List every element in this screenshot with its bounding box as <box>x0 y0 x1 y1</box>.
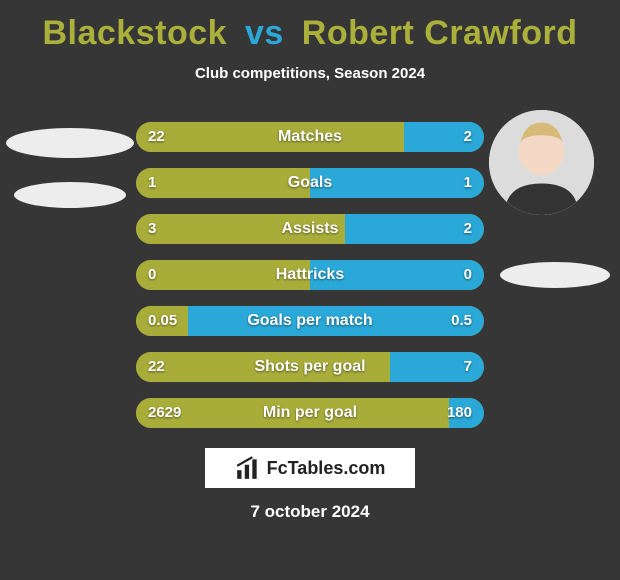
stat-value-right: 0 <box>452 260 484 290</box>
stat-value-right: 7 <box>452 352 484 382</box>
stat-value-left: 2629 <box>136 398 193 428</box>
stat-row: 11Goals <box>136 168 484 198</box>
stat-value-left: 0.05 <box>136 306 189 336</box>
stat-value-right: 2 <box>452 122 484 152</box>
footer-date: 7 october 2024 <box>0 502 620 522</box>
stat-value-right: 0.5 <box>439 306 484 336</box>
stat-value-right: 1 <box>452 168 484 198</box>
player1-name: Blackstock <box>42 14 227 52</box>
team-badge-right <box>500 262 610 288</box>
title-vs: vs <box>245 14 284 52</box>
avatar-right <box>489 110 594 215</box>
stat-value-right: 180 <box>435 398 484 428</box>
stat-value-left: 0 <box>136 260 168 290</box>
source-logo-text: FcTables.com <box>267 458 386 479</box>
team-badge-left-1 <box>6 128 134 158</box>
subtitle: Club competitions, Season 2024 <box>0 65 620 82</box>
bar-chart-icon <box>235 455 261 481</box>
stat-row: 222Matches <box>136 122 484 152</box>
content-area: 222Matches11Goals32Assists00Hattricks0.0… <box>0 110 620 430</box>
page-title: Blackstock vs Robert Crawford <box>0 14 620 53</box>
stat-value-right: 2 <box>452 214 484 244</box>
stat-row: 32Assists <box>136 214 484 244</box>
stat-value-left: 22 <box>136 122 177 152</box>
stat-row: 00Hattricks <box>136 260 484 290</box>
stat-value-left: 22 <box>136 352 177 382</box>
stat-row: 0.050.5Goals per match <box>136 306 484 336</box>
team-badge-left-2 <box>14 182 126 208</box>
stat-row: 227Shots per goal <box>136 352 484 382</box>
player2-name: Robert Crawford <box>302 14 578 52</box>
stat-row: 2629180Min per goal <box>136 398 484 428</box>
person-icon <box>489 110 594 215</box>
stat-value-left: 1 <box>136 168 168 198</box>
source-logo: FcTables.com <box>205 448 415 488</box>
stat-rows: 222Matches11Goals32Assists00Hattricks0.0… <box>136 122 484 444</box>
comparison-card: Blackstock vs Robert Crawford Club compe… <box>0 0 620 580</box>
stat-value-left: 3 <box>136 214 168 244</box>
